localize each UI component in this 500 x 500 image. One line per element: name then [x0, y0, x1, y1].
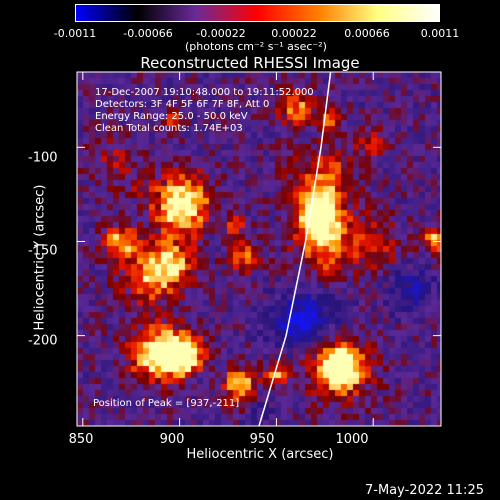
x-tick-label: 950	[249, 432, 275, 447]
x-tick-label: 900	[159, 432, 185, 447]
colorbar-tick: 0.00066	[344, 27, 390, 40]
colorbar-tick: 0.0011	[420, 27, 460, 40]
y-tick-label: -100	[28, 150, 58, 166]
colorbar-tick: 0.00022	[271, 27, 317, 40]
y-tick-label: -200	[28, 333, 58, 349]
generation-timestamp: 7-May-2022 11:25	[365, 483, 484, 498]
x-tick-label: 850	[68, 432, 94, 447]
info-energy-range: Energy Range: 25.0 - 50.0 keV	[95, 111, 248, 122]
info-detectors: Detectors: 3F 4F 5F 6F 7F 8F, Att 0	[95, 99, 270, 110]
heatmap-image	[77, 72, 441, 426]
info-time-range: 17-Dec-2007 19:10:48.000 to 19:11:52.000	[95, 87, 314, 98]
peak-position-label: Position of Peak = [937,-211]	[93, 398, 240, 409]
chart-title: Reconstructed RHESSI Image	[140, 54, 360, 72]
x-tick-label: 1000	[335, 432, 369, 447]
colorbar-tick: -0.00066	[123, 27, 173, 40]
y-tick-label: -150	[28, 243, 58, 259]
info-clean-counts: Clean Total counts: 1.74E+03	[95, 123, 243, 134]
y-axis-label: Heliocentric Y (arcsec)	[32, 184, 48, 331]
colorbar-units: (photons cm⁻² s⁻¹ asec⁻²)	[185, 40, 327, 53]
solar-limb-curve	[258, 71, 332, 427]
colorbar-tick: -0.00022	[196, 27, 246, 40]
x-axis-label: Heliocentric X (arcsec)	[186, 447, 334, 462]
colorbar-tick: -0.0011	[53, 27, 97, 40]
colorbar	[75, 4, 440, 22]
